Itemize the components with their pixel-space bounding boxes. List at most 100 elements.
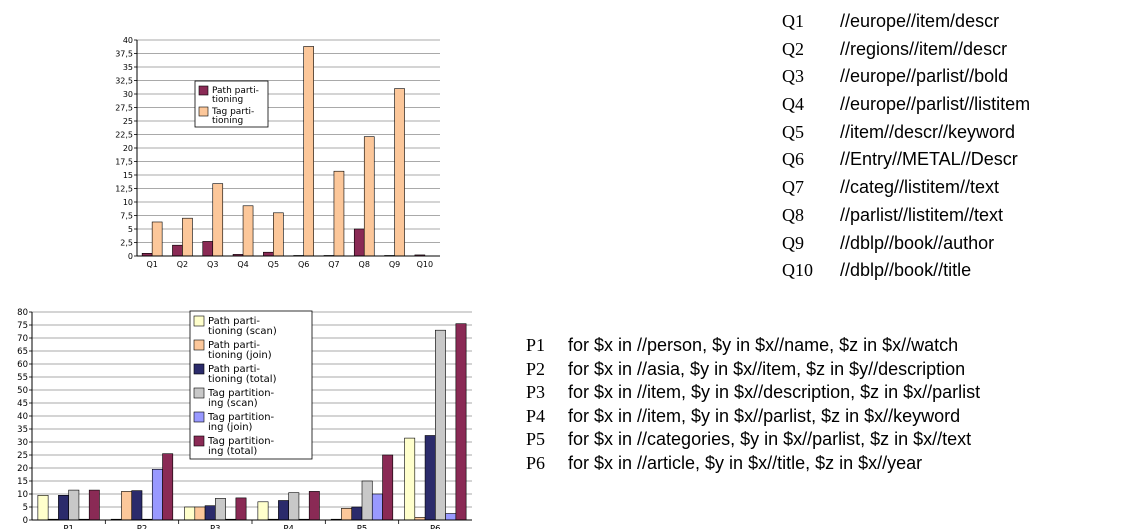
bar — [309, 491, 319, 520]
pattern-label: P2 — [526, 358, 568, 382]
list-item: P3 for $x in //item, $y in $x//descriptio… — [526, 381, 980, 405]
y-tick-label: 50 — [17, 386, 28, 396]
pattern-expression: for $x in //person, $y in $x//name, $z i… — [568, 335, 958, 355]
bar — [456, 324, 466, 520]
x-tick-label: Q4 — [237, 260, 248, 269]
list-item: Q8 //parlist//listitem//text — [782, 202, 1030, 230]
chart-p-patterns: 0 5 10 15 20 25 30 35 40 45 50 55 60 65 70 75 80 P1 P2 P3 P4… — [0, 302, 485, 529]
bar — [236, 498, 246, 520]
query-label: Q1 — [782, 8, 840, 36]
x-tick-label: P6 — [430, 525, 441, 529]
y-tick-label: 32,5 — [115, 76, 133, 85]
bar — [383, 455, 393, 520]
pattern-label: P5 — [526, 428, 568, 452]
bar — [215, 498, 225, 520]
bar — [69, 490, 79, 520]
list-item: P5 for $x in //categories, $y in $x//parl… — [526, 428, 980, 452]
bar — [352, 507, 362, 520]
y-tick-label: 0 — [23, 516, 28, 526]
query-expression: //dblp//book//title — [840, 260, 971, 280]
query-label: Q7 — [782, 174, 840, 202]
query-label: Q10 — [782, 257, 840, 285]
bar — [304, 46, 314, 256]
y-tick-label: 20 — [123, 144, 133, 153]
pattern-list: P1 for $x in //person, $y in $x//name, $z… — [526, 334, 980, 475]
x-tick-label: P4 — [283, 525, 294, 529]
query-expression: //dblp//book//author — [840, 233, 994, 253]
y-tick-label: 7,5 — [120, 211, 133, 220]
list-item: Q10 //dblp//book//title — [782, 257, 1030, 285]
bar — [121, 491, 131, 520]
y-tick-label: 10 — [17, 490, 28, 500]
bar — [58, 495, 68, 520]
legend-swatch — [194, 316, 204, 326]
legend-swatch — [194, 340, 204, 350]
bar — [372, 494, 382, 520]
list-item: Q4 //europe//parlist//listitem — [782, 91, 1030, 119]
y-tick-label: 30 — [123, 90, 133, 99]
bar — [364, 137, 374, 256]
y-tick-label: 22,5 — [115, 130, 133, 139]
y-tick-label: 25 — [17, 451, 28, 461]
legend-swatch — [194, 412, 204, 422]
query-label: Q8 — [782, 202, 840, 230]
legend-swatch — [194, 364, 204, 374]
y-tick-label: 0 — [128, 252, 133, 261]
query-expression: //Entry//METAL//Descr — [840, 149, 1018, 169]
query-expression: //europe//parlist//bold — [840, 66, 1008, 86]
y-tick-label: 65 — [17, 347, 28, 357]
query-label: Q2 — [782, 36, 840, 64]
bar — [172, 245, 182, 256]
list-item: Q9 //dblp//book//author — [782, 230, 1030, 258]
pattern-label: P1 — [526, 334, 568, 358]
bar — [243, 206, 253, 256]
legend-swatch — [199, 86, 208, 95]
bar — [132, 491, 142, 520]
list-item: P6 for $x in //article, $y in $x//title, … — [526, 452, 980, 476]
bar — [341, 508, 351, 520]
y-tick-label: 5 — [128, 225, 133, 234]
bar — [152, 469, 162, 520]
list-item: P2 for $x in //asia, $y in $x//item, $z i… — [526, 358, 980, 382]
pattern-label: P3 — [526, 381, 568, 405]
bar — [203, 241, 213, 256]
y-tick-label: 35 — [123, 63, 133, 72]
y-tick-label: 12,5 — [115, 184, 133, 193]
legend-swatch — [199, 107, 208, 116]
bar — [446, 514, 456, 521]
query-expression: //europe//item/descr — [840, 11, 999, 31]
query-expression: //parlist//listitem//text — [840, 205, 1003, 225]
bar — [278, 501, 288, 521]
pattern-expression: for $x in //categories, $y in $x//parlis… — [568, 429, 971, 449]
y-tick-label: 5 — [23, 503, 28, 513]
y-tick-label: 45 — [17, 399, 28, 409]
y-tick-label: 70 — [17, 334, 28, 344]
x-tick-label: P5 — [357, 525, 368, 529]
pattern-expression: for $x in //item, $y in $x//description,… — [568, 382, 980, 402]
query-expression: //regions//item//descr — [840, 39, 1007, 59]
y-tick-label: 15 — [123, 171, 133, 180]
pattern-label: P4 — [526, 405, 568, 429]
bar — [185, 507, 195, 520]
bar — [258, 502, 268, 520]
y-tick-label: 37,5 — [115, 49, 133, 58]
query-expression: //europe//parlist//listitem — [840, 94, 1030, 114]
y-tick-label: 75 — [17, 321, 28, 331]
bar — [395, 89, 405, 256]
y-tick-label: 40 — [17, 412, 28, 422]
x-tick-label: Q8 — [359, 260, 370, 269]
x-tick-label: Q2 — [177, 260, 188, 269]
list-item: P4 for $x in //item, $y in $x//parlist, $… — [526, 405, 980, 429]
bar — [354, 229, 364, 256]
legend-swatch — [194, 436, 204, 446]
y-tick-label: 60 — [17, 360, 28, 370]
x-tick-label: P1 — [63, 525, 74, 529]
bar — [334, 171, 344, 256]
list-item: Q7 //categ//listitem//text — [782, 174, 1030, 202]
x-tick-label: Q7 — [328, 260, 339, 269]
bar — [89, 490, 99, 520]
query-expression: //categ//listitem//text — [840, 177, 999, 197]
pattern-expression: for $x in //item, $y in $x//parlist, $z … — [568, 406, 960, 426]
bar — [425, 436, 435, 521]
x-tick-label: P3 — [210, 525, 221, 529]
